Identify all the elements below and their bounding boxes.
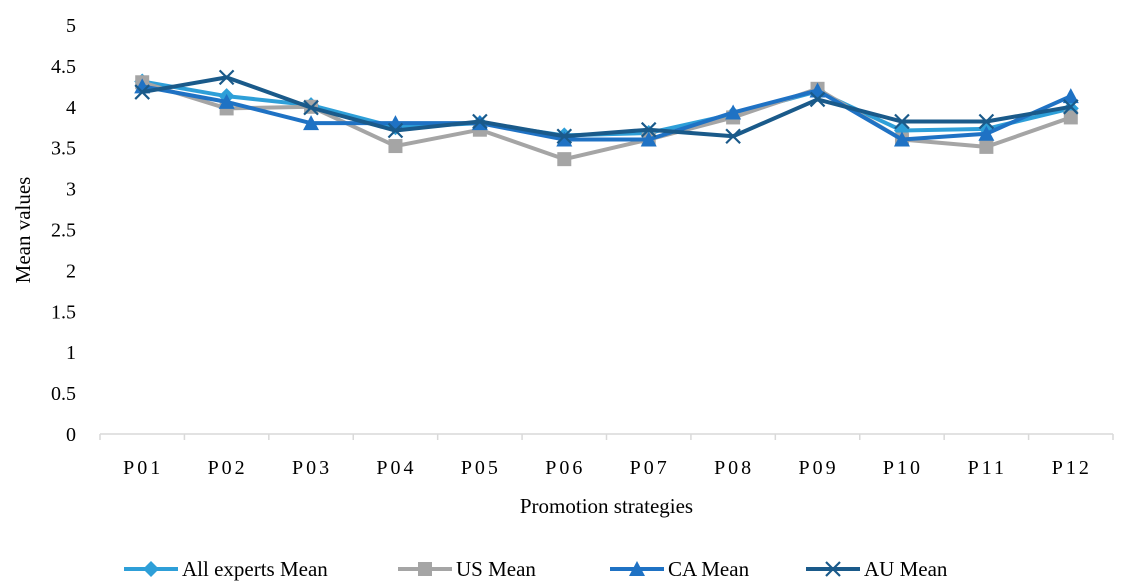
y-tick-label: 4 xyxy=(66,97,76,119)
legend: All experts Mean US Mean CA Mean AU Mean xyxy=(124,557,948,581)
y-tick-label: 3.5 xyxy=(51,138,76,160)
data-point xyxy=(556,128,573,145)
data-point xyxy=(978,125,995,141)
legend-swatch-marker xyxy=(143,561,159,577)
data-point xyxy=(134,84,150,100)
data-point xyxy=(1062,88,1079,104)
legend-item: All experts Mean xyxy=(124,557,328,581)
legend-item: CA Mean xyxy=(610,557,750,581)
data-point xyxy=(978,113,995,130)
data-point xyxy=(556,131,573,147)
x-tick-label: P04 xyxy=(376,457,416,479)
series-line xyxy=(141,75,1072,139)
y-tick-label: 5 xyxy=(66,15,76,37)
data-point xyxy=(809,91,826,108)
x-tick-label: P11 xyxy=(968,457,1007,479)
y-tick-label: 2 xyxy=(66,260,76,282)
data-point xyxy=(218,69,235,86)
data-point xyxy=(1063,110,1078,125)
x-tick-label: P12 xyxy=(1052,457,1092,479)
x-tick-label: P10 xyxy=(883,457,923,479)
y-tick-label: 3 xyxy=(66,179,76,201)
data-point xyxy=(893,131,910,147)
x-axis-label: Promotion strategies xyxy=(520,494,693,518)
x-axis-ticks: P01 P02 P03 P04 P05 P06 P07 P08 P09 P10 P11 P12 xyxy=(99,434,1114,479)
data-point xyxy=(387,122,404,139)
data-point xyxy=(388,139,403,154)
data-point xyxy=(979,139,994,154)
legend-swatch-marker xyxy=(418,562,432,576)
data-point xyxy=(1063,99,1079,115)
data-point xyxy=(303,99,319,116)
series-line xyxy=(141,80,1072,162)
x-tick-label: P08 xyxy=(714,457,754,479)
x-tick-label: P03 xyxy=(292,457,332,479)
y-tick-label: 1.5 xyxy=(51,301,76,323)
x-tick-label: P02 xyxy=(208,457,248,479)
x-tick-label: P01 xyxy=(123,457,163,479)
data-point xyxy=(640,121,657,138)
data-point xyxy=(640,131,657,147)
legend-label: US Mean xyxy=(456,557,536,581)
y-tick-label: 4.5 xyxy=(51,56,76,78)
x-tick-label: P09 xyxy=(798,457,838,479)
y-tick-label: 1 xyxy=(66,342,76,364)
data-point xyxy=(218,93,235,109)
y-tick-label: 2.5 xyxy=(51,220,76,242)
y-tick-label: 0.5 xyxy=(51,383,76,405)
series-3 xyxy=(134,78,1079,147)
legend-label: AU Mean xyxy=(864,557,948,581)
legend-item: AU Mean xyxy=(806,557,948,581)
legend-swatch-marker xyxy=(825,561,841,577)
x-tick-label: P05 xyxy=(461,457,501,479)
series-line xyxy=(141,84,1072,142)
data-point xyxy=(809,82,826,98)
data-point xyxy=(557,152,572,167)
legend-label: All experts Mean xyxy=(182,557,328,581)
legend-label: CA Mean xyxy=(668,557,750,581)
y-axis-label: Mean values xyxy=(11,177,35,284)
legend-swatch-marker xyxy=(629,561,645,576)
x-tick-label: P06 xyxy=(545,457,585,479)
y-axis-ticks: 0 0.5 1 1.5 2 2.5 3 3.5 4 4.5 5 xyxy=(51,15,76,446)
x-tick-label: P07 xyxy=(630,457,670,479)
series-lines xyxy=(134,69,1079,167)
data-point xyxy=(725,104,742,120)
data-point xyxy=(725,128,741,145)
data-point xyxy=(303,115,320,131)
data-point xyxy=(894,113,910,130)
y-tick-label: 0 xyxy=(66,424,76,446)
data-point xyxy=(472,113,488,130)
legend-item: US Mean xyxy=(398,557,536,581)
series-4 xyxy=(134,69,1079,145)
